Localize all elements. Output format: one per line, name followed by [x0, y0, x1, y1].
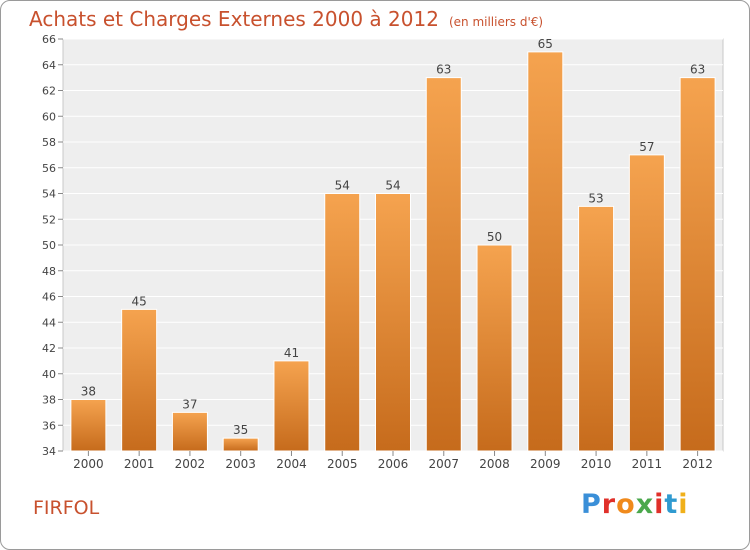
x-tick-label: 2010	[581, 457, 612, 471]
x-tick-label: 2002	[175, 457, 206, 471]
x-tick-label: 2000	[73, 457, 104, 471]
y-tick-label: 42	[42, 342, 56, 355]
logo-letter: i	[678, 489, 689, 520]
bar	[628, 154, 665, 452]
bar-value-label: 54	[385, 179, 400, 193]
logo-letter: i	[654, 489, 665, 520]
commune-name: FIRFOL	[33, 497, 100, 519]
bar-value-label: 38	[81, 385, 96, 399]
bar	[222, 437, 259, 452]
logo-letter: t	[664, 489, 679, 520]
chart-title: Achats et Charges Externes 2000 à 2012 (e…	[29, 7, 543, 31]
logo-letter: r	[601, 489, 617, 520]
bar-value-label: 57	[639, 140, 654, 154]
bar	[527, 51, 564, 452]
x-tick-label: 2008	[479, 457, 510, 471]
x-tick-label: 2005	[327, 457, 358, 471]
y-tick-label: 54	[42, 188, 56, 201]
bar	[425, 77, 462, 452]
y-tick-label: 66	[42, 33, 56, 46]
bar	[476, 244, 513, 452]
bar-value-label: 50	[487, 230, 502, 244]
logo-letter: P	[581, 489, 602, 520]
logo-letter: o	[616, 489, 636, 520]
bar-value-label: 35	[233, 423, 248, 437]
y-tick-label: 56	[42, 162, 56, 175]
y-tick-label: 34	[42, 445, 56, 458]
x-tick-label: 2003	[225, 457, 256, 471]
y-tick-label: 64	[42, 59, 56, 72]
proxiti-logo[interactable]: Proxiti	[581, 489, 689, 520]
y-tick-label: 62	[42, 85, 56, 98]
bar-value-label: 65	[538, 37, 553, 51]
bar-value-label: 54	[335, 179, 350, 193]
x-tick-label: 2011	[632, 457, 663, 471]
y-tick-label: 44	[42, 316, 56, 329]
bar-value-label: 37	[182, 397, 197, 411]
bar	[578, 205, 615, 452]
chart-unit-text: (en milliers d'€)	[448, 15, 544, 29]
x-tick-label: 2007	[428, 457, 459, 471]
y-tick-label: 36	[42, 419, 56, 432]
bar	[679, 77, 716, 452]
y-tick-label: 50	[42, 239, 56, 252]
bar-value-label: 63	[436, 63, 451, 77]
chart-title-text: Achats et Charges Externes 2000 à 2012	[29, 7, 439, 31]
bar-value-label: 53	[588, 191, 603, 205]
y-tick-label: 48	[42, 265, 56, 278]
y-tick-label: 58	[42, 136, 56, 149]
bar	[121, 308, 158, 452]
bar	[375, 193, 411, 452]
bar	[70, 399, 107, 452]
y-tick-label: 46	[42, 291, 56, 304]
x-axis-ticks: 2000 2001 2002 2003 2004 2005 2006 2007 2008 2009…	[73, 451, 713, 471]
x-tick-label: 2001	[124, 457, 155, 471]
bar	[273, 360, 310, 452]
x-tick-label: 2012	[682, 457, 713, 471]
y-tick-label: 52	[42, 213, 56, 226]
y-tick-label: 60	[42, 110, 56, 123]
bar	[171, 411, 208, 452]
y-tick-label: 40	[42, 368, 56, 381]
bar-value-label: 45	[132, 294, 147, 308]
bar-value-label: 41	[284, 346, 299, 360]
bars: 38 45 37 35 41 54 54 63 50 65 53 57 63	[70, 37, 716, 452]
x-tick-label: 2009	[530, 457, 561, 471]
bar	[324, 193, 361, 452]
bar-value-label: 63	[690, 63, 705, 77]
y-tick-label: 38	[42, 394, 56, 407]
logo-letter: x	[635, 489, 655, 520]
y-axis-ticks: 34 36 38 40 42 44 46 48 50 52 54 56 58 60 62 64 66	[42, 33, 63, 458]
x-tick-label: 2004	[276, 457, 307, 471]
x-tick-label: 2006	[378, 457, 409, 471]
